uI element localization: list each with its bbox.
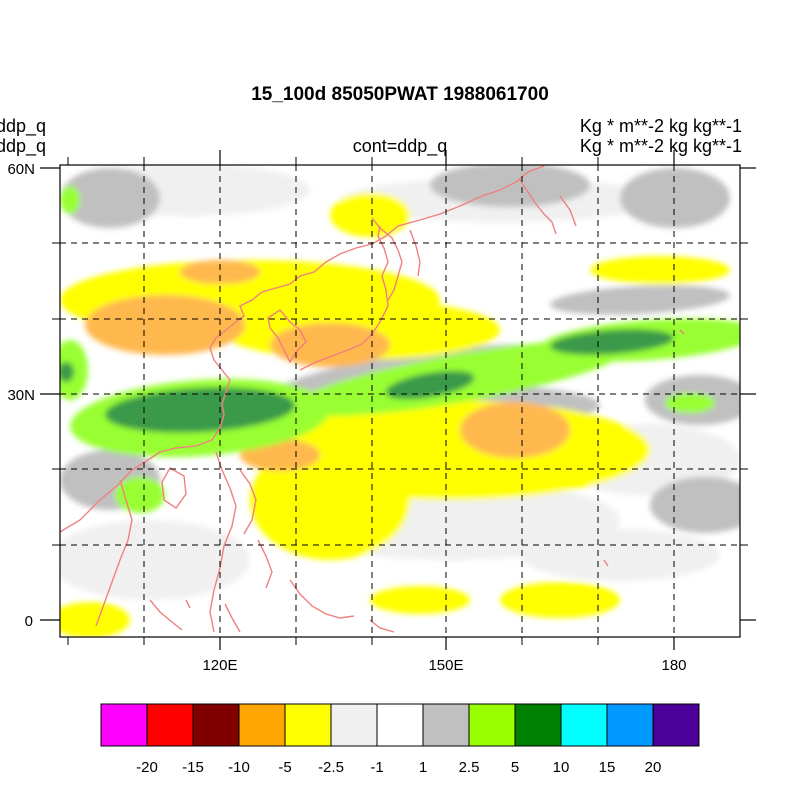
units-label-bottom: Kg * m**-2 kg kg**-1 [579,136,742,156]
grid-lines [60,165,740,637]
units-label-top: Kg * m**-2 kg kg**-1 [579,116,742,136]
x-tick-label: 180 [661,657,686,674]
colorbar-swatch [422,703,470,747]
colorbar-swatch [514,703,562,747]
variable-label-bottom: ddp_q [0,136,47,156]
colorbar-swatch [606,703,654,747]
colorbar-label: -1 [370,759,383,776]
colorbar-swatch [330,703,378,747]
colorbar-swatch [192,703,240,747]
map-frame [59,164,741,638]
colorbar-swatch [376,703,424,747]
colorbar-swatch [468,703,516,747]
colorbar-swatch [284,703,332,747]
contour-label: cont=ddp_q [352,136,448,156]
colorbar-swatch [100,703,148,747]
colorbar-label: 1 [419,759,427,776]
colorbar-label: 20 [645,759,662,776]
variable-label-top: ddp_q [0,116,47,136]
colorbar-label: -2.5 [318,759,344,776]
axis-ticks [40,150,756,650]
colorbar-label: -10 [228,759,250,776]
y-tick-label: 0 [25,613,33,630]
colorbar-label: 10 [553,759,570,776]
colorbar-label: -15 [182,759,204,776]
colorbar-label: 5 [511,759,519,776]
contour-fill-field [60,165,740,637]
colorbar-swatch [146,703,194,747]
colorbar-label: 2.5 [459,759,480,776]
colorbar-label: -20 [136,759,158,776]
colorbar-swatch [652,703,700,747]
colorbar-label: 15 [599,759,616,776]
colorbar-label: -5 [278,759,291,776]
axis-minor-ticks [52,157,748,645]
colorbar: -20 -15 -10 -5 -2.5 -1 1 2.5 5 10 15 20 [100,703,700,776]
y-tick-label: 60N [7,161,35,178]
map-title: 15_100d 85050PWAT 1988061700 [251,84,549,105]
x-tick-label: 150E [428,657,463,674]
colorbar-swatch [238,703,286,747]
colorbar-swatch [560,703,608,747]
coastline-layer [60,165,685,633]
y-tick-label: 30N [7,387,35,404]
x-tick-label: 120E [202,657,237,674]
